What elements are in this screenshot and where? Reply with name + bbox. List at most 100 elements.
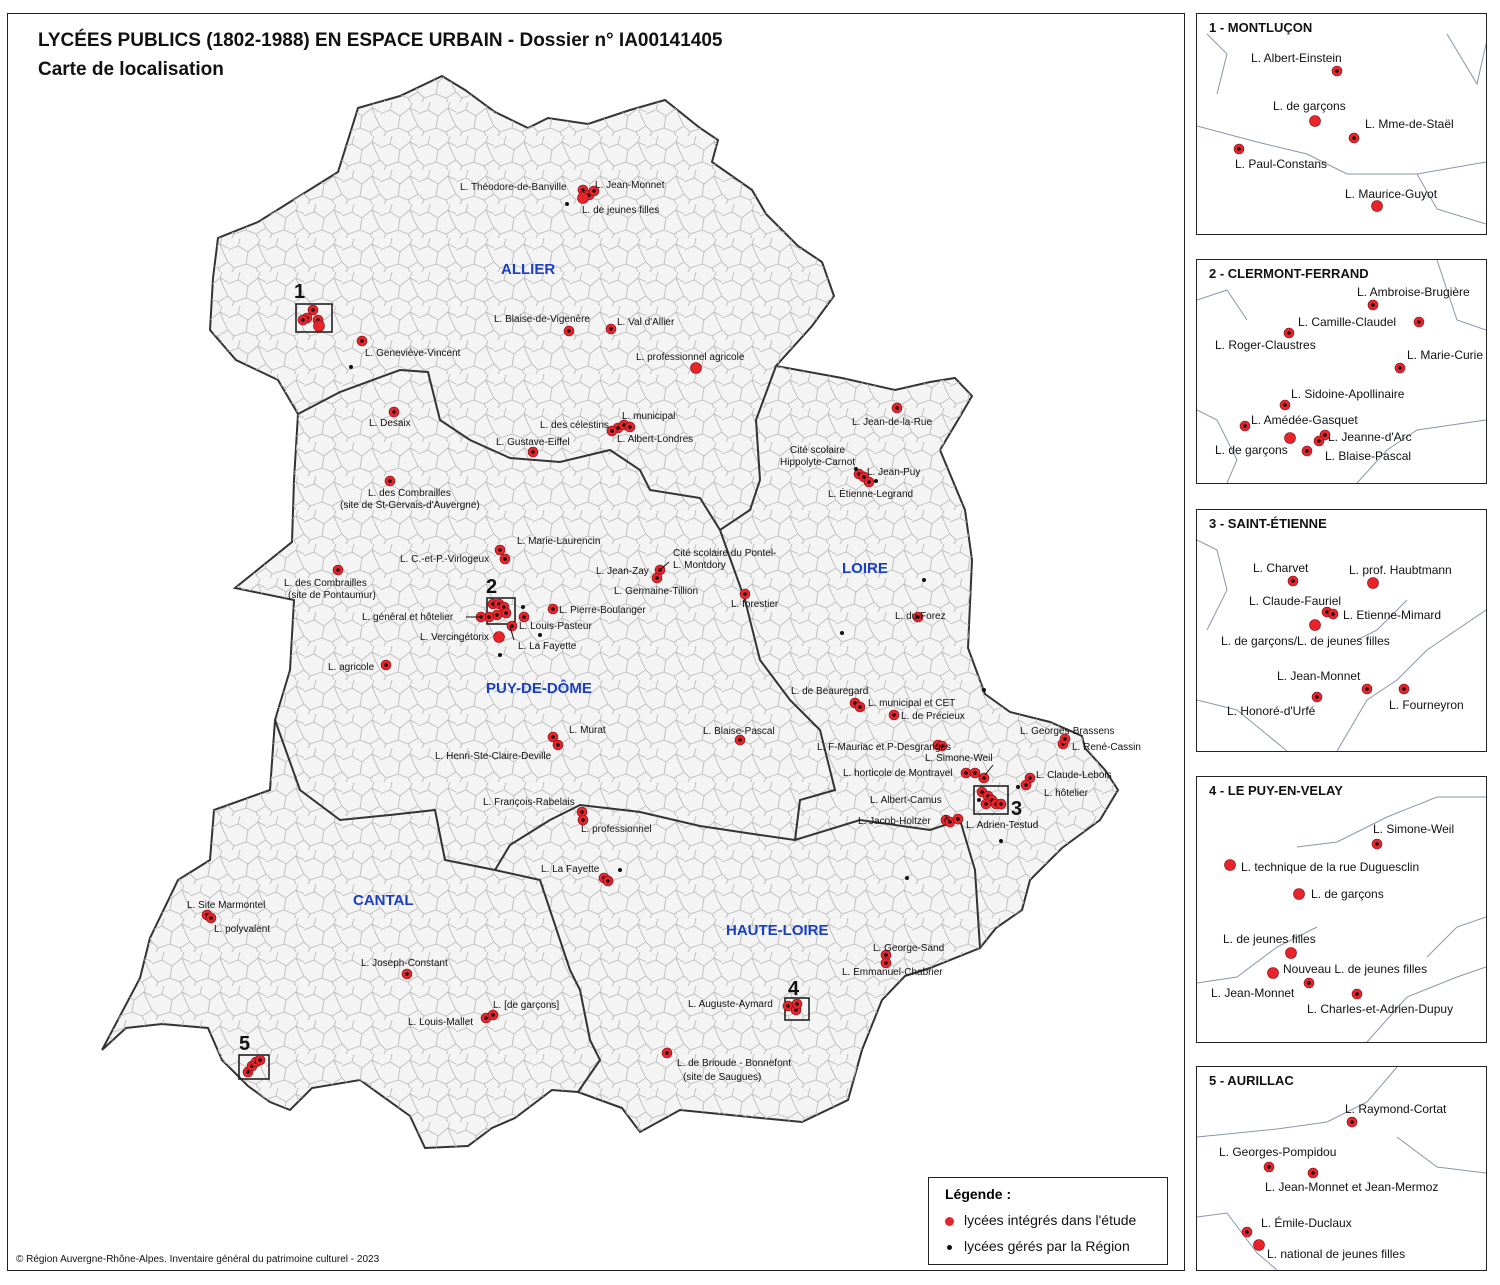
map-label: L. Blaise-Pascal: [703, 726, 775, 737]
region-lycee-point: [258, 1058, 262, 1062]
map-label: L. Jacob-Holtzer: [858, 816, 931, 827]
map-label: L. Murat: [569, 725, 606, 736]
study-lycee-point: [577, 192, 589, 204]
inset-map: L. Albert-Einstein L. de garçons L. Mme-…: [1197, 33, 1486, 225]
region-lycee-point: [1352, 136, 1356, 140]
region-lycee-point: [336, 568, 340, 572]
map-label: L. Albert-Camus: [870, 795, 942, 806]
region-lycee-point: [895, 406, 899, 410]
region-lycee-point: [609, 327, 613, 331]
legend-item-study: lycées intégrés dans l'étude: [945, 1212, 1136, 1228]
inset-title: 2 - CLERMONT-FERRAND: [1209, 266, 1369, 281]
study-lycee-point: [1224, 859, 1236, 871]
region-lycee-point: [531, 450, 535, 454]
inset-label: L. de garçons/L. de jeunes filles: [1221, 634, 1390, 648]
inset-label: L. de garçons: [1215, 443, 1288, 457]
inset-label: L. Charles-et-Adrien-Dupuy: [1307, 1002, 1453, 1016]
region-lycee-point: [616, 426, 620, 430]
map-label: L. de Beauregard: [791, 686, 868, 697]
department-label-cantal: CANTAL: [353, 892, 414, 909]
map-label: Cité scolaire du Pontel-: [673, 548, 776, 559]
region-lycee-point: [246, 1070, 250, 1074]
region-lycee-point: [491, 1013, 495, 1017]
map-label: L. des Combrailles: [368, 488, 451, 499]
inset-label: L. de garçons: [1311, 887, 1384, 901]
map-title: LYCÉES PUBLICS (1802-1988) EN ESPACE URB…: [38, 30, 723, 51]
inset-label: L. de garçons: [1273, 99, 1346, 113]
map-label: L. général et hôtelier: [362, 612, 454, 623]
region-lycee-point: [610, 429, 614, 433]
inset-title: 3 - SAINT-ÉTIENNE: [1209, 516, 1327, 531]
region-lycee-point: [551, 735, 555, 739]
region-lycee-point: [384, 663, 388, 667]
inset-map: L. Simone-Weil L. technique de la rue Du…: [1197, 796, 1486, 1042]
region-lycee-point: [984, 802, 988, 806]
map-label: (site de Pontaumur): [288, 590, 376, 601]
map-label: L. Geneviève-Vincent: [365, 348, 461, 359]
inset-label: L. national de jeunes filles: [1267, 1247, 1405, 1261]
region-lycee-point: [301, 318, 305, 322]
inset-marker-4: 4: [788, 978, 800, 1000]
region-lycee-point: [786, 1004, 790, 1008]
region-lycee-point: [567, 329, 571, 333]
inset-label: L. Camille-Claudel: [1298, 315, 1396, 329]
region-lycee-point: [538, 633, 542, 637]
inset-markers: [238, 303, 1009, 1080]
region-lycee-point: [1237, 147, 1241, 151]
map-label: L. [de garçons]: [493, 1000, 559, 1011]
region-lycee-point: [665, 1051, 669, 1055]
inset-label: L. Simone-Weil: [1373, 822, 1454, 836]
legend-label: lycées gérés par la Région: [964, 1238, 1130, 1254]
map-label: L. Desaix: [369, 418, 411, 429]
region-lycee-point: [510, 624, 514, 628]
region-lycee-point: [858, 705, 862, 709]
inset-label: L. de jeunes filles: [1223, 932, 1316, 946]
region-lycee-point: [973, 771, 977, 775]
region-lycee-point: [392, 410, 396, 414]
map-label: L. Marie-Laurencin: [517, 536, 600, 547]
map-label: L. professionnel agricole: [636, 352, 745, 363]
inset-label: L. Fourneyron: [1389, 698, 1464, 712]
study-lycee-point: [1267, 967, 1279, 979]
map-label: L. polyvalent: [214, 924, 270, 935]
map-label: L. Jean-Puy: [867, 467, 920, 478]
inset-label: L. Jean-Monnet: [1211, 986, 1295, 1000]
region-lycee-point: [655, 576, 659, 580]
map-label: L. municipal: [622, 411, 675, 422]
inset-montlucon: 1 - MONTLUÇON L. Albert-Einstein L. de g…: [1196, 13, 1487, 235]
map-label: L. F-Mauriac et P-Desgranges: [817, 742, 951, 753]
inset-label: L. Jean-Monnet et Jean-Mermoz: [1265, 1180, 1438, 1194]
region-lycee-point: [874, 479, 878, 483]
inset-title: 1 - MONTLUÇON: [1209, 20, 1313, 35]
region-lycee-point: [349, 365, 353, 369]
map-label: Hippolyte-Carnot: [780, 457, 855, 468]
department-labels: ALLIER PUY-DE-DÔME LOIRE CANTAL HAUTE-LO…: [353, 261, 888, 939]
copyright: © Région Auvergne-Rhône-Alpes. Inventair…: [16, 1254, 380, 1265]
inset-map: L. Ambroise-Brugière L. Camille-Claudel …: [1197, 260, 1486, 483]
region-lycee-point: [1398, 366, 1402, 370]
inset-map: L. Raymond-Cortat L. Georges-Pompidou L.…: [1197, 1067, 1486, 1270]
lycee-labels: L. Théodore-de-Banville L. Jean-Monnet L…: [187, 180, 1141, 1083]
inset-label: L. Jeanne-d'Arc: [1328, 430, 1412, 444]
region-lycee-point: [956, 817, 960, 821]
map-label: L. René-Cassin: [1072, 742, 1141, 753]
map-label: L. Gustave-Eiffel: [496, 437, 570, 448]
region-lycee-point: [495, 613, 499, 617]
map-label: L. agricole: [328, 662, 375, 673]
region-lycee-point: [498, 653, 502, 657]
legend-label: lycées intégrés dans l'étude: [964, 1212, 1137, 1228]
map-label: L. Étienne-Legrand: [828, 487, 913, 500]
map-label: L. du Forez: [895, 611, 946, 622]
region-lycee-point: [867, 480, 871, 484]
region-lycee-point: [581, 818, 585, 822]
region-lycee-point: [1307, 981, 1311, 985]
inset-label: L. Amédée-Gasquet: [1251, 413, 1358, 427]
study-lycee-point: [1309, 115, 1321, 127]
region-lycee-point: [840, 631, 844, 635]
region-outline: [101, 74, 1120, 1150]
region-lycee-point: [522, 615, 526, 619]
department-label-puy-de-dome: PUY-DE-DÔME: [486, 679, 592, 697]
region-lycee-point: [628, 425, 632, 429]
map-label: L. Val d'Allier: [617, 317, 675, 328]
